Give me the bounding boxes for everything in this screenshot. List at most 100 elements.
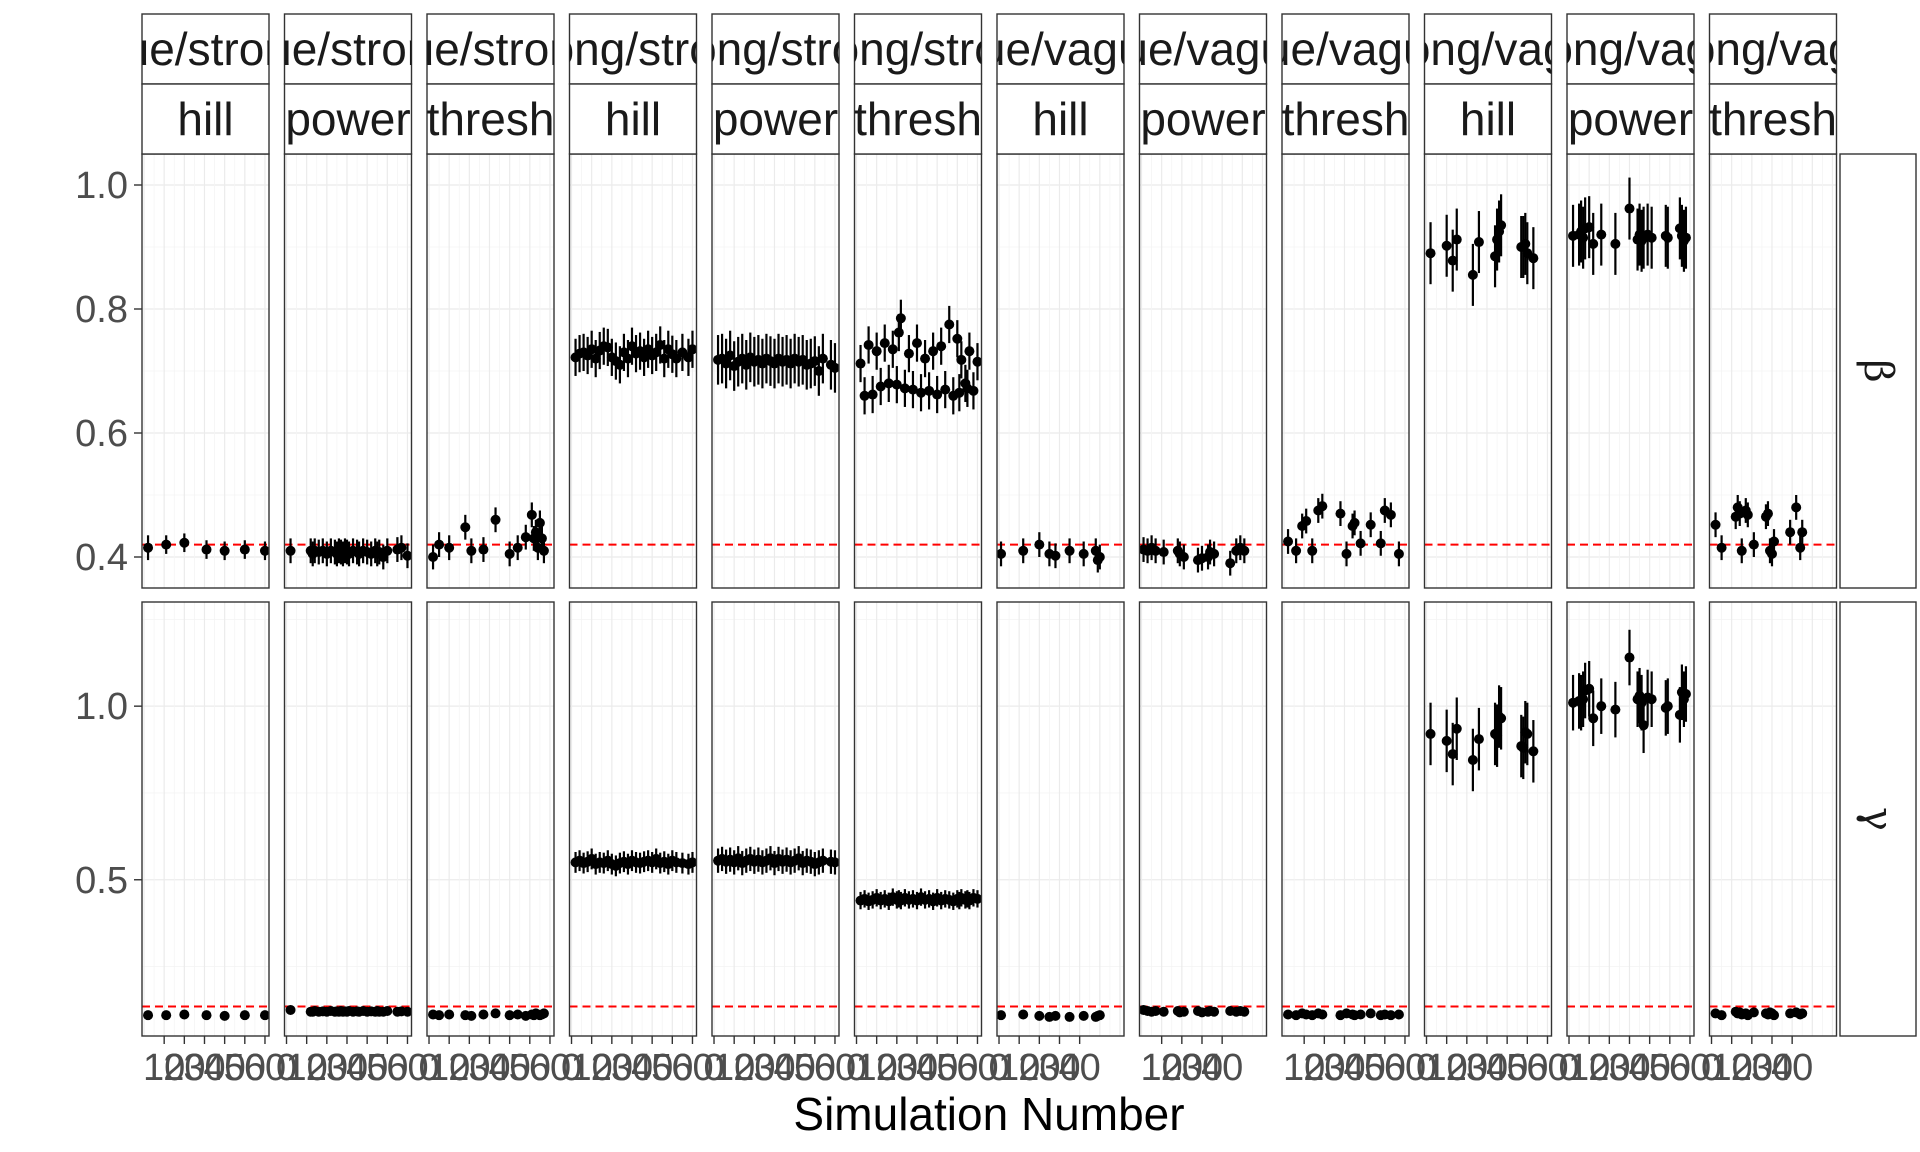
data-point [859,390,870,401]
x-tick-label: 30 [326,1047,368,1089]
data-point [817,855,828,866]
data-point [1307,545,1318,556]
data-point [179,1009,190,1020]
x-tick-label: 10 [1711,1047,1753,1089]
row-strip-label: γ [1855,807,1901,831]
panel-1-1 [284,602,412,1036]
data-point [1375,538,1386,549]
data-point [239,1010,250,1021]
x-tick-label: 10 [143,1047,185,1089]
x-tick-label: 20 [163,1047,205,1089]
x-tick-label: 20 [1303,1047,1345,1089]
data-point [1467,754,1478,765]
x-tick-label: 10 [428,1047,470,1089]
data-point [201,544,212,555]
data-point [956,354,967,365]
data-point [1158,547,1169,558]
x-tick-label: 10 [1426,1047,1468,1089]
data-point [1447,255,1458,266]
x-tick-label: 40 [489,1047,531,1089]
x-tick-label: 10 [1283,1047,1325,1089]
series-panel-0-row-1 [143,1009,269,1021]
data-point [1178,552,1189,562]
data-point [1785,527,1796,538]
panel-background [284,602,412,1036]
x-tick-label: 60 [529,1047,571,1089]
panel-7-1 [1139,602,1267,1036]
data-point [972,356,982,367]
strip-top-box [568,13,698,85]
data-point [1742,509,1753,520]
data-point [725,350,736,361]
data-point [907,384,918,395]
x-tick-label: 60 [1669,1047,1711,1089]
data-point [1578,694,1589,705]
x-tick-label: 10 [856,1047,898,1089]
data-point [512,542,523,553]
strip-bottom-label: hill [177,93,233,145]
data-point [1716,1010,1727,1021]
data-point [143,542,154,553]
strip-bottom-label: hill [1032,93,1088,145]
strip-bottom-box [1708,83,1838,155]
data-point [201,1010,212,1021]
x-tick-label: 50 [936,1047,978,1089]
x-tick-label: 60 [386,1047,428,1089]
x-tick-label: 40 [1486,1047,1528,1089]
data-point [1393,1009,1404,1020]
data-point [829,362,839,373]
strip-top-label: true/strong [96,23,316,75]
data-point [239,544,250,555]
data-point [428,552,439,562]
x-tick-label: 60 [1526,1047,1568,1089]
data-point [1528,253,1539,264]
panel-border [996,601,1125,1037]
series-panel-5-row-0 [855,299,982,415]
y-tick-label: 0.4 [75,537,128,579]
series-panel-1-row-1 [285,1004,412,1017]
data-point [924,385,935,396]
series-panel-2-row-1 [428,1008,549,1021]
panel-background [1424,602,1552,1036]
data-point [1094,1010,1105,1021]
x-tick-label: 40 [1344,1047,1386,1089]
data-point [687,344,697,355]
x-tick-label: 60 [671,1047,713,1089]
x-tick-label: 20 [448,1047,490,1089]
data-point [1225,558,1236,569]
x-tick-label: 60 [814,1047,856,1089]
data-point [1018,545,1029,556]
panel-border [568,601,698,1037]
strip-bottom-label: power [713,93,838,145]
data-point [972,893,982,904]
x-tick-label: 30 [753,1047,795,1089]
series-panel-6-row-1 [997,1009,1105,1022]
panel-border [1423,601,1553,1037]
data-point [944,319,955,330]
data-point [1355,538,1366,549]
panel-5-0 [854,154,982,588]
data-point [1791,502,1802,513]
data-point [460,522,471,533]
panel-2-1 [427,602,554,1036]
y-tick-label: 0.5 [75,860,128,902]
data-point [1317,1009,1328,1020]
data-point [871,346,882,357]
panel-border [853,601,983,1037]
data-point [1064,1011,1075,1022]
data-point [402,1006,412,1017]
row-strip-box [1839,601,1917,1037]
strip-top-box [1708,13,1838,85]
data-point [1239,545,1250,556]
strip-top-label: wrong/vague [1355,23,1619,75]
series-panel-0-row-0 [143,533,269,561]
panel-8-1 [1282,602,1409,1036]
data-point [490,514,501,525]
x-tick-label: 10 [286,1047,328,1089]
data-point [1578,232,1589,243]
x-tick-label: 30 [1038,1047,1080,1089]
data-point [444,542,455,553]
data-point [1610,238,1621,249]
panel-border [426,601,555,1037]
data-point [1638,720,1649,731]
